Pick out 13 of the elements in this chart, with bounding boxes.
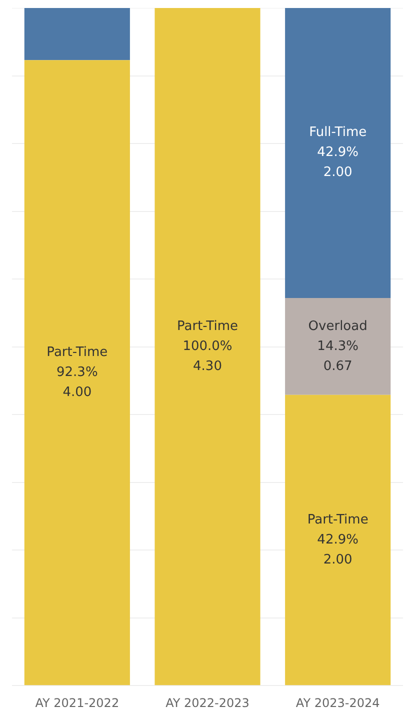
x-tick-label: AY 2021-2022: [35, 696, 120, 710]
series-label: Overload: [308, 318, 368, 334]
data-label: 100.0% 4.30: [182, 338, 232, 374]
series-label: Full-Time: [309, 125, 367, 140]
data-label: 42.9% 2.00: [317, 145, 358, 180]
text: Part-Time: [46, 345, 108, 360]
data-label: 42.9% 2.00: [317, 532, 358, 568]
x-tick-label: AY 2022-2023: [166, 696, 250, 710]
data-label: 92.3% 4.00: [56, 365, 98, 400]
text: Part-Time: [177, 318, 238, 334]
x-tick-label: AY 2023-2024: [296, 696, 380, 710]
series-label: Part-Time: [307, 512, 368, 528]
data-label: 14.3% 0.67: [317, 338, 358, 374]
